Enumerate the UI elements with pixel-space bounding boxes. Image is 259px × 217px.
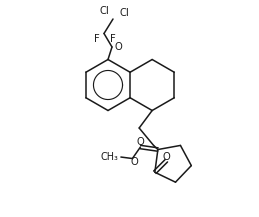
Text: F: F xyxy=(110,34,115,44)
Text: F: F xyxy=(93,34,99,44)
Text: Cl: Cl xyxy=(120,8,130,18)
Text: O: O xyxy=(136,137,144,147)
Text: O: O xyxy=(163,151,171,161)
Text: O: O xyxy=(130,157,138,167)
Text: O: O xyxy=(114,41,122,51)
Text: Cl: Cl xyxy=(100,7,109,16)
Text: CH₃: CH₃ xyxy=(100,151,118,161)
